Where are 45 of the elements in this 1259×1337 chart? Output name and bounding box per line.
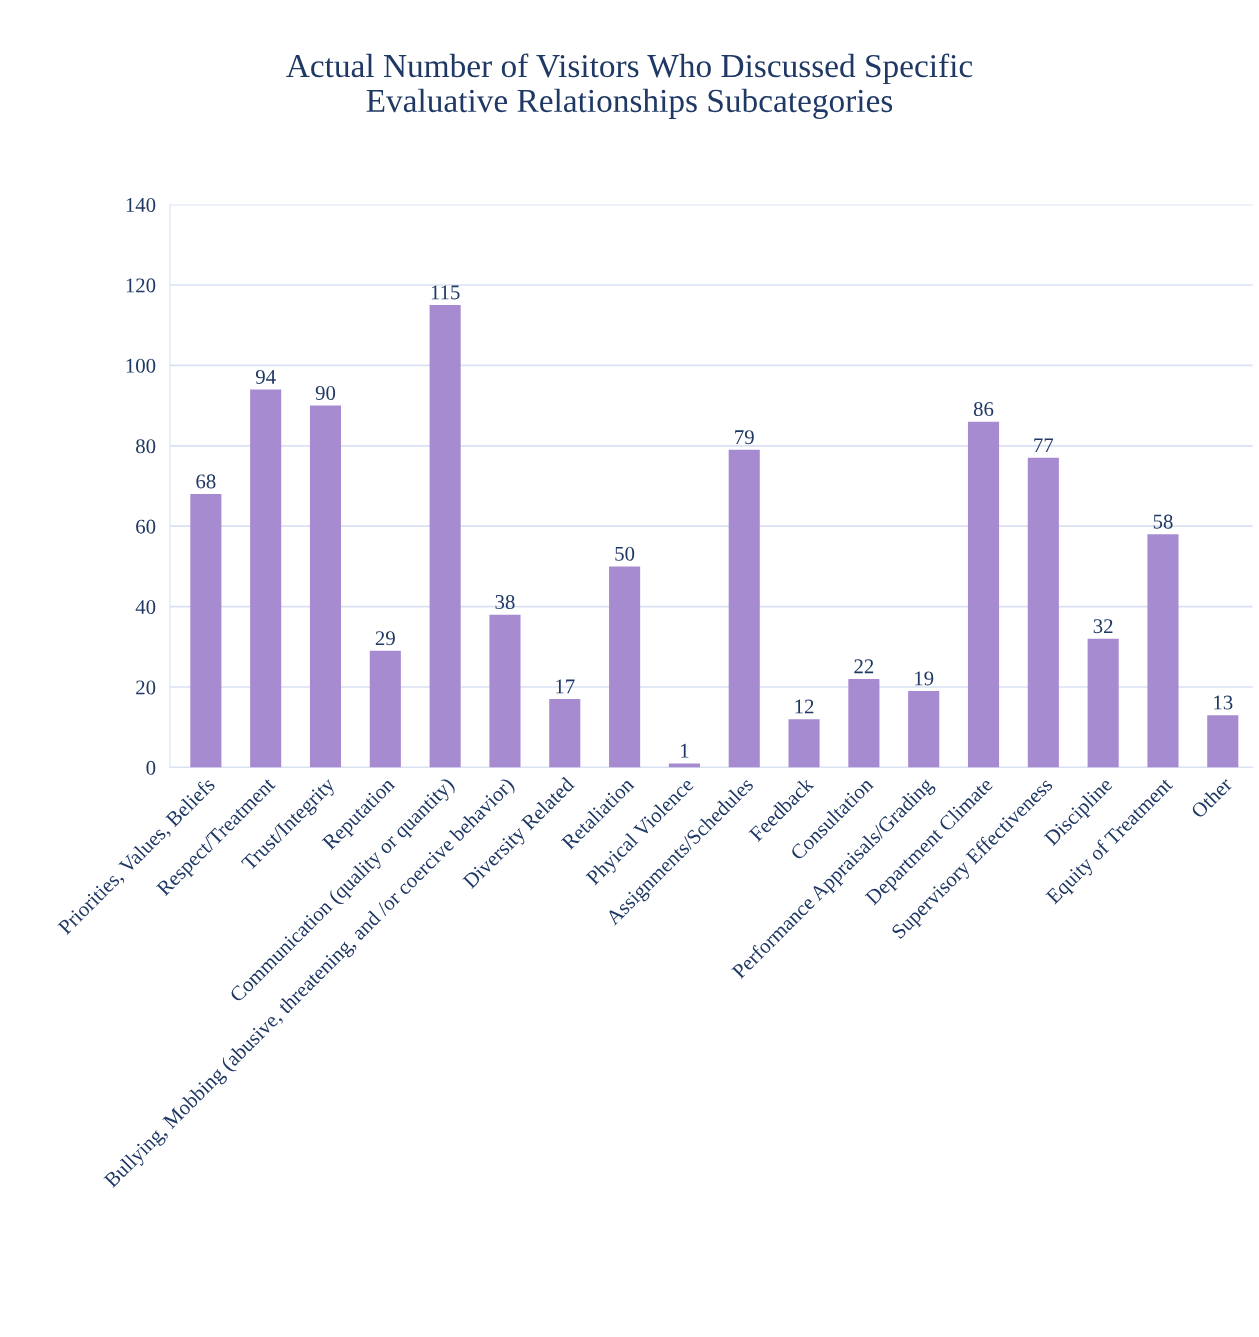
data-label: 22 [854,659,874,674]
data-label: 32 [1093,619,1113,634]
data-label: 115 [431,285,460,300]
data-label: 77 [1034,438,1054,453]
bar [369,650,401,768]
bar [1147,534,1179,768]
y-tick-label: 80 [136,439,156,454]
data-label: 79 [735,430,754,445]
data-label: 94 [255,369,276,384]
bar [668,763,700,768]
bar [1087,638,1119,768]
data-label: 12 [795,699,814,714]
bar [549,699,581,768]
data-label: 1 [681,743,689,758]
bar [728,449,760,768]
y-tick-label: 40 [135,599,156,615]
bar [848,678,880,768]
data-label: 38 [495,594,515,610]
bar [908,691,940,768]
data-label: 58 [1153,514,1173,529]
y-tick-label: 140 [126,197,156,212]
bar [1207,715,1239,768]
chart-title: Actual Number of Visitors Who Discussed Specific Evaluative Relationships Subcategories [286,53,973,119]
y-tick-label: 0 [146,760,156,775]
bar [250,389,282,768]
bar [1027,457,1059,768]
y-tick-label: 120 [126,278,156,293]
y-tick-label: 60 [136,519,156,534]
data-label: 50 [615,546,635,561]
bar [489,614,521,768]
data-label: 29 [375,631,395,646]
data-label: 90 [315,385,336,400]
bar [309,405,342,768]
bar [967,421,1000,768]
data-label: 86 [973,401,994,417]
bar [429,305,461,768]
data-label: 68 [196,474,216,489]
bar [788,719,820,768]
data-label: 19 [915,671,934,686]
data-label: 17 [556,679,575,694]
y-tick-label: 20 [136,680,156,695]
bar [190,494,222,768]
bar [609,566,641,768]
y-tick-label: 100 [126,358,156,373]
data-label: 13 [1214,695,1233,710]
